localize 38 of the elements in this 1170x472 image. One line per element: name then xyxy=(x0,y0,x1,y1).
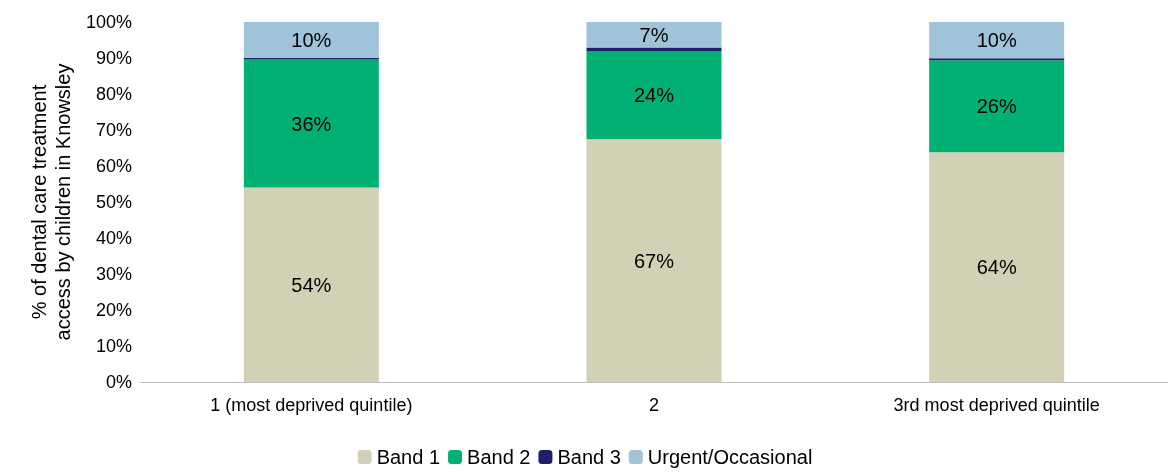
y-tick-label: 10% xyxy=(95,336,132,356)
bar xyxy=(243,187,379,382)
data-label: 7% xyxy=(639,23,669,46)
y-tick-label: 40% xyxy=(95,228,132,248)
y-tick-label: 60% xyxy=(95,156,132,176)
y-tick-label: 50% xyxy=(95,192,132,212)
data-label: 64% xyxy=(976,256,1017,279)
data-label: 26% xyxy=(976,95,1017,118)
legend-label: Band 3 xyxy=(557,446,621,468)
y-tick-label: 90% xyxy=(95,48,132,68)
y-tick-label: 20% xyxy=(95,300,132,320)
bar xyxy=(586,22,722,48)
y-tick-label: 70% xyxy=(95,120,132,140)
data-label: 10% xyxy=(976,29,1017,52)
bar xyxy=(243,59,379,188)
data-label: 36% xyxy=(291,112,332,135)
bar xyxy=(243,22,379,58)
y-tick-label: 30% xyxy=(95,264,132,284)
data-label: 24% xyxy=(633,84,675,107)
bar xyxy=(586,139,722,382)
bar xyxy=(929,22,1065,59)
legend-label: Urgent/Occasional xyxy=(647,446,813,468)
data-label: 67% xyxy=(633,249,675,272)
x-tick-label: 1 (most deprived quintile) xyxy=(210,395,413,415)
bar xyxy=(586,51,722,140)
y-tick-label: 80% xyxy=(95,84,132,104)
legend-label: Band 2 xyxy=(467,446,531,468)
data-label: 10% xyxy=(291,28,332,51)
y-axis-title: % of dental care treatment access by children in Knowsley xyxy=(28,63,75,341)
bar xyxy=(929,152,1065,382)
x-tick-label: 3rd most deprived quintile xyxy=(893,395,1100,415)
legend-label: Band 1 xyxy=(376,446,441,468)
x-tick-label: 2 xyxy=(648,395,660,415)
bar xyxy=(586,47,722,52)
y-tick-label: 0% xyxy=(105,372,132,392)
y-tick-label: 100% xyxy=(85,12,132,32)
data-label: 54% xyxy=(291,273,332,296)
bar xyxy=(929,60,1065,153)
